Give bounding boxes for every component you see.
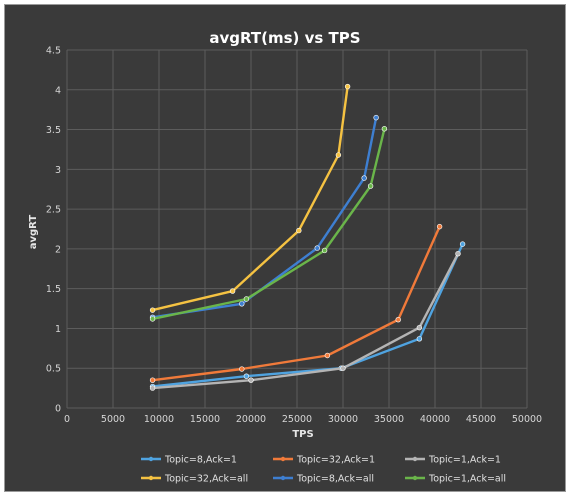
y-tick-label: 4	[55, 85, 61, 96]
x-tick-label: 35000	[374, 414, 404, 425]
data-point	[459, 241, 466, 247]
data-point	[321, 247, 328, 254]
legend-marker	[148, 475, 154, 481]
y-tick-label: 2.5	[46, 205, 61, 216]
grid	[66, 49, 528, 409]
x-tick-label: 30000	[328, 414, 358, 425]
legend-label: Topic=32,Ack=all	[164, 474, 248, 485]
data-point	[229, 288, 236, 294]
series-line	[152, 243, 464, 388]
series-5	[149, 126, 388, 322]
data-point	[239, 301, 245, 307]
data-point	[243, 373, 250, 379]
series-line	[152, 86, 349, 312]
y-tick-label: 1	[55, 324, 61, 335]
data-point	[416, 324, 423, 331]
data-point	[149, 377, 156, 383]
chart: avgRT(ms) vs TPS 0 0.5 1 1.5 2 2.5 3 3.5 4 4.5 0 50…	[28, 29, 542, 485]
series-0	[149, 241, 466, 390]
chart-frame: avgRT(ms) vs TPS 0 0.5 1 1.5 2 2.5 3 3.5 4 4.5 0 50…	[4, 4, 566, 492]
y-tick-label: 3	[55, 165, 61, 176]
legend-label: Topic=8,Ack=all	[296, 474, 374, 485]
data-point	[149, 316, 156, 322]
legend-label: Topic=8,Ack=1	[164, 455, 237, 466]
y-tick-label: 2	[55, 244, 61, 255]
data-point	[239, 366, 245, 372]
series-line	[152, 128, 386, 321]
legend-label: Topic=32,Ack=1	[296, 455, 375, 466]
data-point	[314, 245, 320, 251]
data-point	[395, 316, 401, 323]
chart-title: avgRT(ms) vs TPS	[209, 29, 360, 47]
y-tick-label: 3.5	[46, 125, 61, 136]
legend-label: Topic=1,Ack=all	[428, 474, 506, 485]
data-point	[367, 183, 374, 189]
data-point	[344, 83, 351, 90]
legend-marker	[280, 456, 286, 462]
data-point	[361, 175, 367, 181]
legend-label: Topic=1,Ack=1	[428, 455, 501, 466]
data-point	[455, 250, 461, 257]
data-point	[248, 377, 254, 383]
data-point	[335, 152, 342, 158]
legend-marker	[412, 456, 418, 462]
legend-item: Topic=32,Ack=all	[141, 474, 248, 485]
series-line	[152, 226, 441, 382]
series-layer	[149, 83, 466, 391]
legend-item: Topic=8,Ack=all	[273, 474, 374, 485]
y-axis-label: avgRT	[28, 215, 39, 250]
data-point	[436, 223, 443, 230]
x-tick-label: 40000	[420, 414, 450, 425]
data-point	[340, 365, 346, 371]
legend-marker	[412, 475, 418, 481]
x-tick-label: 15000	[190, 414, 220, 425]
data-point	[149, 385, 156, 391]
legend-item: Topic=1,Ack=1	[405, 455, 501, 466]
data-point	[373, 114, 379, 121]
data-point	[149, 307, 156, 313]
y-tick-label: 0	[55, 404, 61, 415]
x-axis-label: TPS	[292, 429, 313, 440]
x-tick-label: 45000	[466, 414, 496, 425]
legend: Topic=8,Ack=1 Topic=32,Ack=1 Topic=1,Ack=1…	[141, 455, 506, 485]
series-1	[149, 223, 443, 383]
x-tick-label: 50000	[512, 414, 542, 425]
y-tick-label: 1.5	[46, 284, 61, 295]
x-tick-label: 25000	[282, 414, 312, 425]
axis-ticks: 0 0.5 1 1.5 2 2.5 3 3.5 4 4.5 0 5000 10000 15000 20000…	[46, 46, 542, 426]
x-tick-label: 10000	[144, 414, 174, 425]
x-tick-label: 0	[64, 414, 70, 425]
legend-item: Topic=1,Ack=all	[405, 474, 506, 485]
legend-item: Topic=8,Ack=1	[141, 455, 237, 466]
x-tick-label: 20000	[236, 414, 266, 425]
x-tick-label: 5000	[101, 414, 125, 425]
series-3	[149, 83, 351, 313]
data-point	[416, 336, 423, 342]
legend-item: Topic=32,Ack=1	[273, 455, 375, 466]
data-point	[296, 227, 302, 234]
data-point	[381, 126, 388, 132]
legend-marker	[148, 456, 154, 462]
legend-marker	[280, 475, 286, 481]
y-tick-label: 0.5	[46, 364, 61, 375]
y-tick-label: 4.5	[46, 46, 61, 57]
series-2	[149, 250, 461, 391]
data-point	[324, 352, 331, 359]
data-point	[243, 296, 250, 302]
